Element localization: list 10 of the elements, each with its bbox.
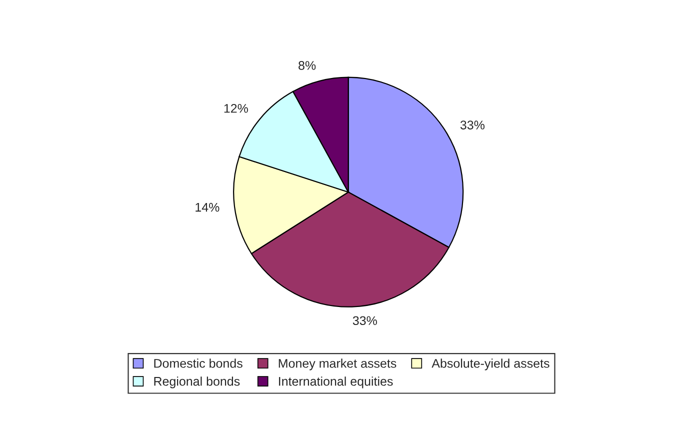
legend-label: Regional bonds <box>154 376 240 388</box>
data-label: 33% <box>352 316 377 326</box>
data-label: 33% <box>460 120 485 130</box>
data-label: 12% <box>224 104 248 113</box>
legend-label: Money market assets <box>278 358 396 370</box>
data-label: 14% <box>196 202 220 212</box>
legend-label: International equities <box>279 376 393 388</box>
data-label: 8% <box>298 61 316 70</box>
legend-label: Absolute-yield assets <box>432 358 550 370</box>
legend-label: Domestic bonds <box>154 358 242 368</box>
